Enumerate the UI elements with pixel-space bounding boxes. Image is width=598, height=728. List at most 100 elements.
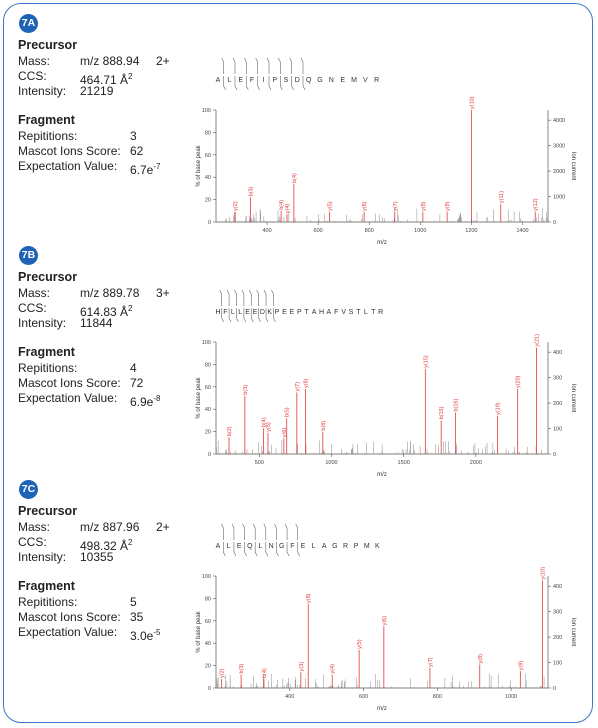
peak-label: y(10)	[469, 96, 475, 109]
b-ion-bracket	[244, 542, 247, 557]
right-tick-label: 3000	[553, 144, 565, 150]
sequence-residue: E	[290, 309, 295, 316]
score-label: Mascot Ions Score:	[18, 610, 121, 624]
repetitions-value: 3	[130, 129, 137, 143]
panel-badge: 7C	[19, 480, 38, 499]
x-tick-label: 1000	[414, 228, 426, 234]
ccs-label: CCS:	[18, 535, 47, 549]
sequence-residue: F	[290, 543, 294, 550]
peak-label: b(15)	[439, 406, 445, 419]
b-ion-bracket	[223, 542, 226, 557]
right-axis-label: Ion current	[570, 152, 576, 181]
background-peaks	[224, 207, 548, 222]
b-ion-bracket	[236, 308, 239, 323]
peak-label: b(3)	[243, 385, 249, 395]
sequence-residue: T	[305, 309, 310, 316]
y-tick-label: 40	[205, 407, 211, 413]
x-axis-label: m/z	[377, 472, 387, 478]
y-ion-bracket	[263, 289, 267, 306]
x-tick-label: 2000	[470, 460, 482, 466]
sequence-residue: H	[215, 309, 220, 316]
x-axis-label: m/z	[377, 706, 387, 712]
y-ion-bracket	[295, 523, 298, 540]
peak-label: y(7)	[428, 657, 434, 667]
sequence-residue: L	[312, 543, 316, 550]
expectation-value: 6.9e	[130, 395, 154, 409]
x-axis-label: m/z	[377, 240, 387, 246]
intensity-label: Intensity:	[18, 84, 67, 98]
y-tick-label: 60	[205, 385, 211, 391]
sequence-residue: P	[275, 309, 280, 316]
b-ion-bracket	[257, 76, 260, 91]
panel-7c: 7C Precursor Mass: m/z 887.96 2+ CCS: 498.3…	[0, 480, 598, 720]
right-axis-label: Ion current	[570, 384, 576, 413]
y-axis-label: % of base peak	[196, 376, 202, 418]
sequence-residue: E	[237, 543, 242, 550]
right-tick-label: 0	[553, 452, 556, 458]
expectation-exponent: -7	[153, 162, 161, 171]
sequence-residue: L	[259, 543, 263, 550]
peak-label: y(19)	[495, 402, 501, 415]
mass-label: Mass:	[18, 286, 51, 300]
peak-label: y(21)	[534, 334, 540, 347]
sequence-residue: E	[253, 309, 258, 316]
axes: 0 20 40 60 80 100 400 600 800 1000 0 100 200 300 400 m/…	[196, 574, 576, 712]
b-ion-bracket	[258, 308, 261, 323]
peak-label: y(4)	[285, 204, 291, 214]
expectation-label: Expectation Value:	[18, 625, 118, 639]
sequence-residue: F	[334, 309, 338, 316]
sequence-residue: L	[231, 309, 235, 316]
x-tick-label: 800	[433, 694, 442, 700]
panel-info: Precursor Mass: m/z 887.96 2+ CCS: 498.32 Å…	[18, 504, 208, 643]
sequence-residue: M	[351, 77, 357, 84]
mass-value: m/z 889.78	[80, 286, 140, 300]
repetitions-value: 4	[130, 361, 137, 375]
ccs-value: 464.71 Å	[80, 73, 129, 87]
score-value: 62	[130, 144, 144, 158]
peak-label: y(9)	[445, 201, 451, 211]
sequence-residue: F	[223, 309, 227, 316]
fragment-heading: Fragment	[18, 579, 75, 593]
sequence-residue: R	[374, 77, 379, 84]
panel-7a: 7A Precursor Mass: m/z 888.94 2+ CCS: 464.7…	[0, 14, 598, 254]
peak-label: y(5)	[357, 639, 363, 649]
charge-value: 3+	[156, 286, 170, 300]
repetitions-value: 5	[130, 595, 137, 609]
y-ion-bracket	[244, 57, 247, 74]
peak-label: b(4)	[279, 200, 285, 210]
b-ion-bracket	[246, 76, 249, 91]
sequence-residue: I	[262, 77, 264, 84]
charge-value: 2+	[156, 54, 170, 68]
y-tick-label: 0	[208, 686, 211, 692]
b-ion-bracket	[297, 542, 300, 557]
y-ion-bracket	[271, 289, 274, 306]
right-tick-label: 200	[553, 635, 562, 641]
annotated-peaks: y(2) b(3) b(4) y(3) y(8) y(4) y(5) y(6) y(7) y(8)…	[220, 567, 546, 688]
right-tick-label: 2000	[553, 169, 565, 175]
ccs-exponent: 2	[128, 72, 133, 81]
y-tick-label: 60	[205, 153, 211, 159]
b-ion-bracket	[221, 308, 224, 323]
y-axis-label: % of base peak	[196, 144, 202, 186]
y-ion-bracket	[221, 523, 224, 540]
right-tick-label: 300	[553, 610, 562, 616]
annotated-peaks: y(2)b(3)b(4) y(4)b(4)y(5) y(6) y(7) y(8) y(9)…	[233, 96, 539, 222]
sequence-residue: Q	[306, 77, 312, 84]
peak-label: y(2)	[233, 201, 239, 211]
sequence-residue: H	[319, 309, 324, 316]
y-tick-label: 40	[205, 641, 211, 647]
panel-7b: 7B Precursor Mass: m/z 889.78 3+ CCS: 614.8…	[0, 246, 598, 486]
peak-label: y(8)	[478, 654, 484, 664]
b-ion-bracket	[254, 542, 258, 557]
sequence-residue: Q	[247, 543, 253, 550]
intensity-value: 11844	[80, 316, 113, 330]
sequence-residue: R	[378, 309, 383, 316]
intensity-label: Intensity:	[18, 316, 67, 330]
peak-label: y(4)	[330, 664, 336, 674]
ccs-label: CCS:	[18, 69, 47, 83]
sequence-residue: N	[269, 543, 274, 550]
panel-info: Precursor Mass: m/z 889.78 3+ CCS: 614.83 Å…	[18, 270, 208, 409]
b-ion-bracket	[291, 76, 294, 91]
expectation-value: 3.0e	[130, 629, 154, 643]
